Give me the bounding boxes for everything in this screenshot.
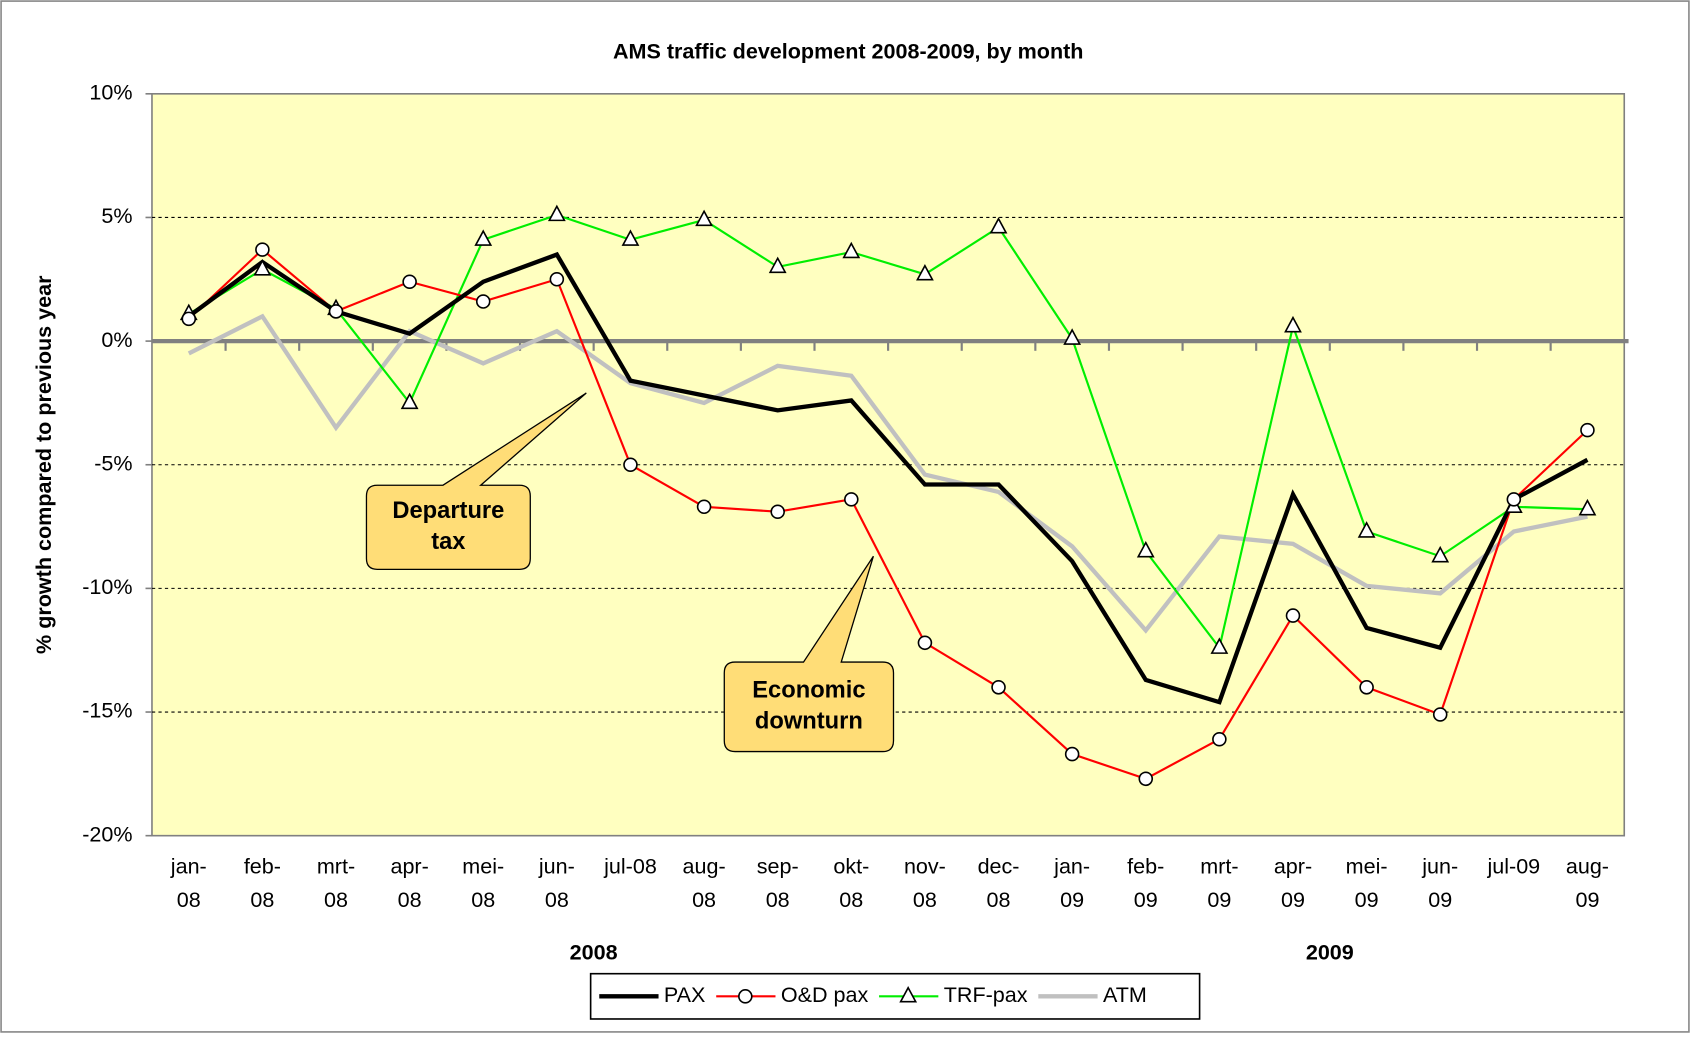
point-marker <box>1136 540 1155 558</box>
point-marker <box>696 499 712 515</box>
point-marker <box>770 504 785 520</box>
point-marker <box>549 271 565 287</box>
legend-marker <box>899 986 918 1003</box>
point-marker <box>1285 608 1301 623</box>
point-marker <box>1212 731 1227 747</box>
x-tick-label: aug-08 <box>683 853 726 911</box>
legend-label: TRF-pax <box>944 982 1028 1007</box>
x-tick-label: apr-08 <box>390 853 428 911</box>
y-tick-label: 5% <box>101 203 132 228</box>
series-line <box>187 313 1588 634</box>
point-marker <box>181 311 197 327</box>
x-tick-label: dec-08 <box>978 853 1020 911</box>
y-tick-label: -5% <box>94 450 132 475</box>
point-marker <box>1580 422 1595 438</box>
point-marker <box>991 680 1006 695</box>
callout <box>723 555 895 753</box>
point-marker <box>768 256 787 274</box>
x-tick-label: aug-09 <box>1566 853 1609 911</box>
y-tick-label: 0% <box>101 327 132 352</box>
x-tick-label: mrt-09 <box>1200 853 1238 911</box>
group-label: 2008 <box>570 940 618 965</box>
point-marker <box>916 263 934 281</box>
y-tick-label: -10% <box>82 574 132 599</box>
point-marker <box>695 209 713 227</box>
point-marker <box>1063 328 1082 345</box>
x-tick-label: jul-09 <box>1486 853 1540 878</box>
series-line <box>188 248 1589 780</box>
point-marker <box>1357 521 1376 538</box>
point-marker <box>255 242 270 257</box>
chart-title: AMS traffic development 2008-2009, by mo… <box>613 39 1083 64</box>
callout <box>365 392 587 570</box>
x-tick-label: jan-09 <box>1053 853 1090 911</box>
point-marker <box>1578 498 1597 516</box>
point-marker <box>1431 545 1450 563</box>
x-tick-label: mei-08 <box>462 853 504 911</box>
point-marker <box>989 217 1008 234</box>
x-tick-label: feb-09 <box>1127 853 1164 911</box>
point-marker <box>400 392 419 410</box>
x-tick-label: jun-09 <box>1421 853 1458 911</box>
point-marker <box>1284 315 1302 333</box>
legend-marker <box>738 989 753 1004</box>
point-marker <box>547 204 566 222</box>
series-line <box>187 251 1589 705</box>
point-marker <box>475 294 491 309</box>
legend-label: O&D pax <box>781 982 869 1007</box>
group-label: 2009 <box>1306 940 1354 965</box>
point-marker <box>474 229 493 246</box>
point-marker <box>842 241 861 259</box>
point-marker <box>1210 637 1229 654</box>
x-tick-label: mei-09 <box>1346 853 1388 911</box>
annotation-text: downturn <box>755 709 863 735</box>
x-tick-label: nov-08 <box>904 853 946 911</box>
annotation-text: Economic <box>752 677 865 703</box>
point-marker <box>623 457 638 473</box>
x-tick-label: okt-08 <box>833 853 869 911</box>
legend-label: ATM <box>1103 982 1147 1007</box>
x-tick-label: jul-08 <box>603 853 657 878</box>
point-marker <box>1432 707 1448 722</box>
point-marker <box>1506 492 1522 507</box>
legend-label: PAX <box>664 982 706 1007</box>
x-tick-label: apr-09 <box>1274 853 1312 911</box>
x-tick-label: feb-08 <box>244 853 281 911</box>
annotation-text: tax <box>431 529 466 555</box>
y-tick-label: 10% <box>89 79 132 104</box>
point-marker <box>917 635 933 651</box>
point-marker <box>1359 680 1374 695</box>
x-tick-label: mrt-08 <box>317 853 355 911</box>
point-marker <box>253 259 272 276</box>
series-line <box>188 213 1588 651</box>
x-tick-label: jun-08 <box>538 853 575 911</box>
point-marker <box>402 274 417 290</box>
y-tick-label: -20% <box>82 821 132 846</box>
annotation-text: Departure <box>392 498 504 524</box>
x-tick-label: jan-08 <box>170 853 207 911</box>
point-marker <box>1064 746 1080 762</box>
point-marker <box>328 304 344 319</box>
x-tick-label: sep-08 <box>757 853 799 911</box>
point-marker <box>844 492 859 507</box>
point-marker <box>621 229 640 246</box>
y-tick-label: -15% <box>82 698 132 723</box>
y-axis-label: % growth compared to previous year <box>31 275 56 654</box>
point-marker <box>1138 771 1154 787</box>
